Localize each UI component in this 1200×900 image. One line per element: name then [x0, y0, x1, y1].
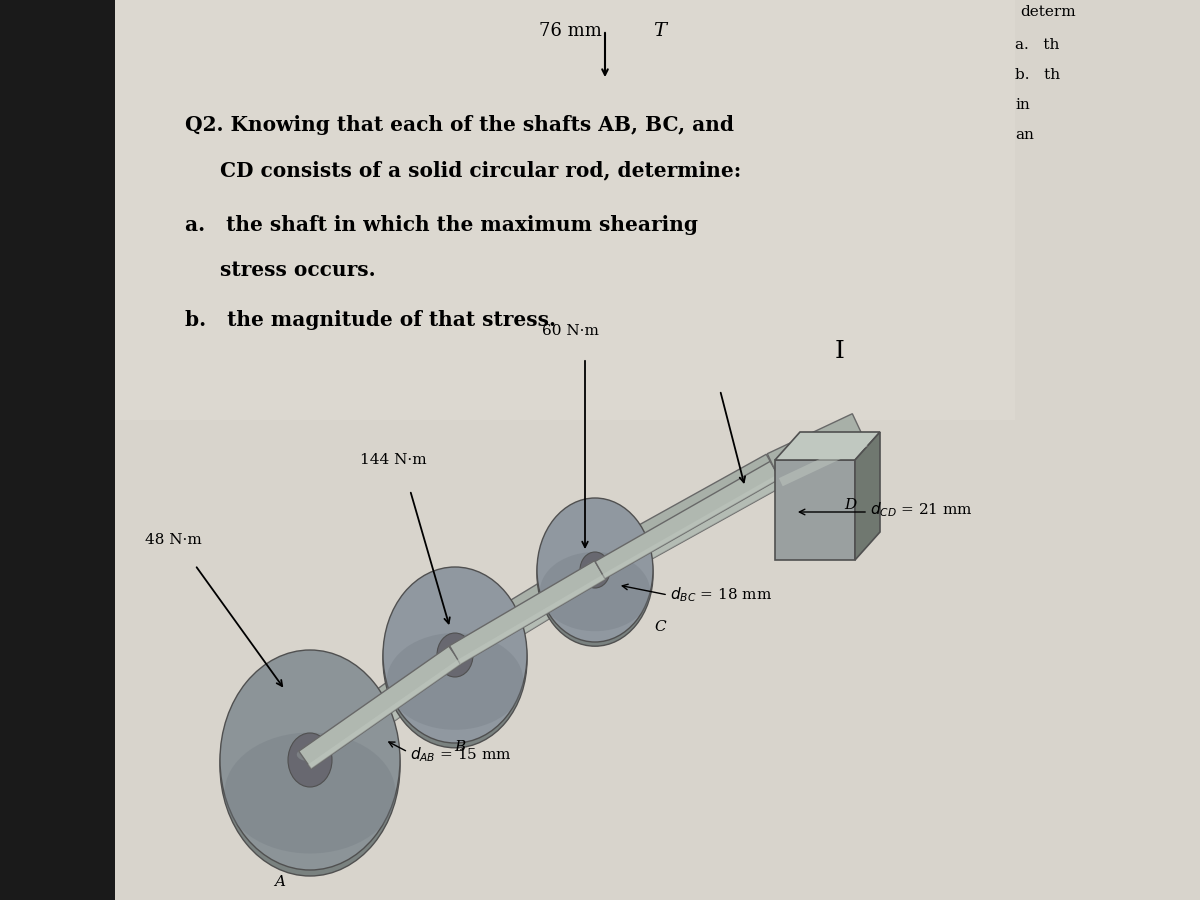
FancyBboxPatch shape	[115, 0, 1200, 900]
Text: in: in	[1015, 98, 1030, 112]
Text: an: an	[1015, 128, 1034, 142]
Text: CD consists of a solid circular rod, determine:: CD consists of a solid circular rod, det…	[185, 160, 742, 180]
Ellipse shape	[383, 567, 527, 743]
Polygon shape	[854, 432, 880, 560]
Ellipse shape	[220, 650, 400, 870]
Ellipse shape	[538, 502, 653, 646]
Polygon shape	[767, 414, 868, 486]
Polygon shape	[587, 454, 784, 586]
Ellipse shape	[296, 748, 323, 761]
Polygon shape	[460, 578, 605, 670]
Polygon shape	[450, 561, 606, 664]
Ellipse shape	[540, 552, 650, 631]
Ellipse shape	[220, 656, 400, 876]
Ellipse shape	[383, 572, 527, 748]
Polygon shape	[445, 554, 605, 670]
Text: $d_{BC}$ = 18 mm: $d_{BC}$ = 18 mm	[670, 586, 772, 605]
Ellipse shape	[288, 733, 332, 787]
Polygon shape	[316, 662, 466, 775]
Polygon shape	[602, 474, 780, 579]
Text: I: I	[835, 340, 845, 363]
Text: a.   th: a. th	[1015, 38, 1060, 52]
Text: 76 mm: 76 mm	[539, 22, 601, 40]
Text: 60 N·m: 60 N·m	[541, 324, 599, 338]
Text: 144 N·m: 144 N·m	[360, 453, 427, 467]
Text: stress occurs.: stress occurs.	[185, 260, 376, 280]
Text: D: D	[844, 498, 856, 512]
Ellipse shape	[586, 562, 604, 571]
Text: 48 N·m: 48 N·m	[145, 533, 202, 547]
Ellipse shape	[580, 552, 610, 588]
Ellipse shape	[224, 733, 396, 853]
Text: T: T	[654, 22, 666, 40]
Text: b.   th: b. th	[1015, 68, 1060, 82]
Text: b.   the magnitude of that stress.: b. the magnitude of that stress.	[185, 310, 556, 330]
Text: $d_{CD}$ = 21 mm: $d_{CD}$ = 21 mm	[870, 500, 973, 519]
Polygon shape	[457, 575, 606, 664]
Ellipse shape	[386, 633, 523, 730]
Text: A: A	[275, 875, 286, 889]
Polygon shape	[300, 641, 466, 775]
Text: C: C	[654, 620, 666, 634]
Text: a.   the shaft in which the maximum shearing: a. the shaft in which the maximum sheari…	[185, 215, 698, 235]
Polygon shape	[779, 438, 868, 486]
Polygon shape	[308, 660, 461, 769]
Text: determ: determ	[1020, 5, 1075, 19]
Text: B: B	[455, 740, 466, 754]
Text: $d_{AB}$ = 15 mm: $d_{AB}$ = 15 mm	[410, 745, 512, 764]
Polygon shape	[775, 460, 854, 560]
Polygon shape	[599, 478, 784, 586]
Polygon shape	[299, 646, 461, 769]
Text: Q2. Knowing that each of the shafts AB, BC, and: Q2. Knowing that each of the shafts AB, …	[185, 115, 734, 135]
Ellipse shape	[437, 633, 473, 677]
Ellipse shape	[444, 645, 466, 656]
Ellipse shape	[538, 498, 653, 642]
Polygon shape	[595, 462, 780, 579]
FancyBboxPatch shape	[115, 0, 1015, 420]
Polygon shape	[775, 432, 880, 460]
